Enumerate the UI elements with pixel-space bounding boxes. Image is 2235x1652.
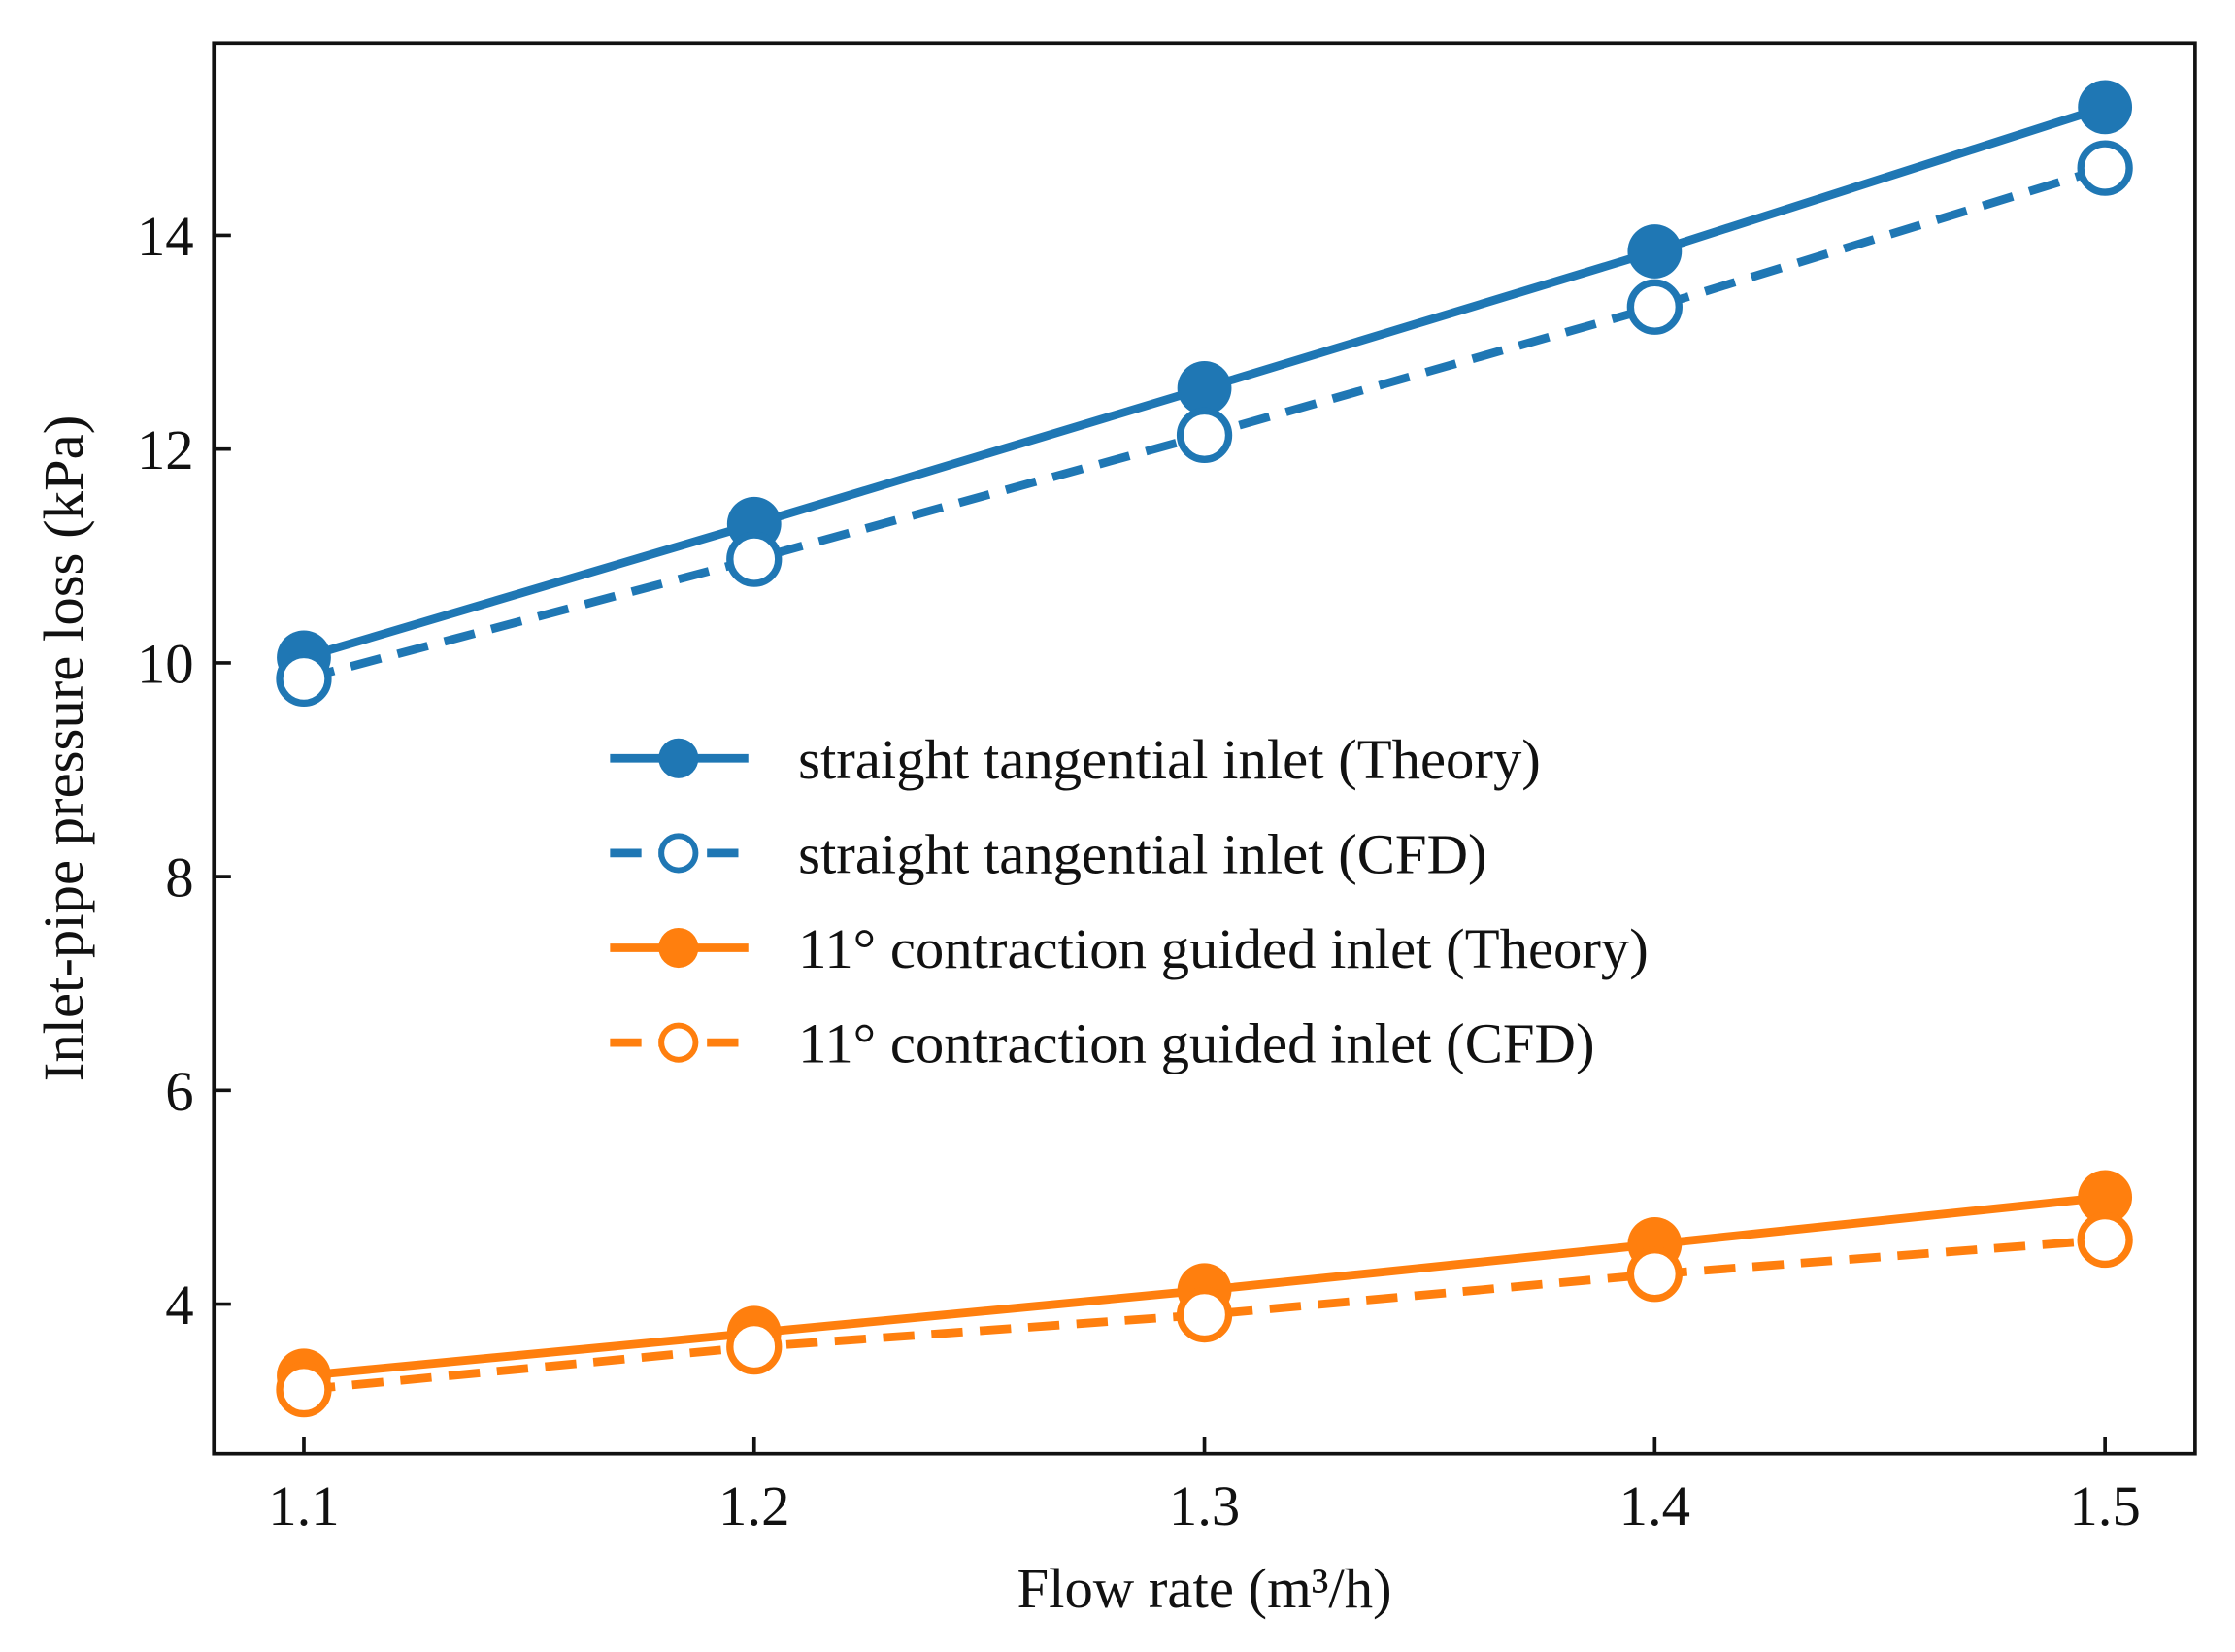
series-4-point <box>726 1318 783 1375</box>
series-2-point <box>726 531 783 587</box>
series-3-point <box>2078 1170 2133 1225</box>
x-tick-label: 1.5 <box>2069 1474 2140 1537</box>
plot-frame <box>212 41 2197 1456</box>
series-2-point <box>1176 407 1233 463</box>
y-tick-label: 6 <box>165 1060 193 1123</box>
series-1-point <box>1177 361 1232 415</box>
legend-label: straight tangential inlet (CFD) <box>798 822 1486 885</box>
legend-marker <box>658 1022 699 1063</box>
x-tick-label: 1.2 <box>718 1474 789 1537</box>
legend: straight tangential inlet (Theory) straig… <box>610 728 1649 1075</box>
series-4-point <box>276 1362 332 1418</box>
y-axis-label: Inlet-pipe pressure loss (kPa) <box>32 415 95 1082</box>
series-4-point <box>1626 1246 1683 1303</box>
series-4-point <box>2077 1211 2133 1269</box>
legend-marker <box>658 738 699 778</box>
x-tick-label: 1.1 <box>268 1474 339 1537</box>
x-tick-label: 1.3 <box>1169 1474 1240 1537</box>
series-1-point <box>2078 80 2133 135</box>
y-tick-label: 4 <box>165 1273 193 1337</box>
legend-marker <box>658 833 699 874</box>
x-axis-label: Flow rate (m³/h) <box>1017 1557 1391 1620</box>
series-2-point <box>1626 279 1683 335</box>
legend-label: 11° contraction guided inlet (Theory) <box>798 917 1649 980</box>
legend-marker <box>658 927 699 969</box>
series-2-point <box>2077 140 2133 196</box>
series-2-point <box>276 650 332 708</box>
x-tick-label: 1.4 <box>1619 1474 1690 1537</box>
series-4-point <box>1176 1286 1233 1343</box>
legend-label: straight tangential inlet (Theory) <box>798 728 1541 791</box>
y-tick-label: 10 <box>137 632 194 695</box>
y-tick-label: 8 <box>165 846 193 909</box>
legend-label: 11° contraction guided inlet (CFD) <box>798 1012 1594 1075</box>
series-1-point <box>1627 224 1683 279</box>
y-tick-label: 14 <box>137 205 194 268</box>
y-tick-label: 12 <box>137 418 194 481</box>
series-4-line <box>303 1236 2106 1395</box>
